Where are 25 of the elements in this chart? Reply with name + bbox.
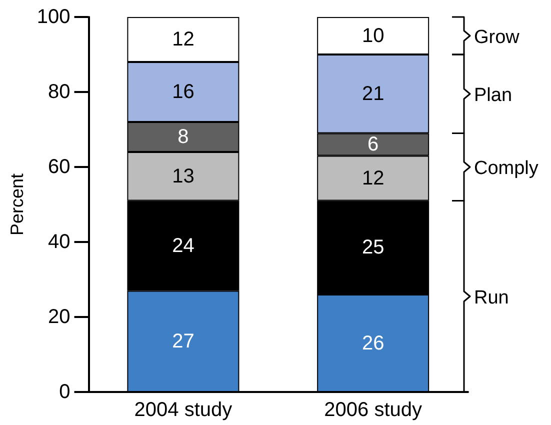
data-label: 26 — [362, 332, 384, 354]
text: Grow — [474, 26, 520, 48]
text: Plan — [474, 84, 512, 106]
y-tick-label: 40 — [48, 231, 70, 253]
data-label: 10 — [362, 24, 384, 47]
data-label: 21 — [362, 82, 384, 105]
x-tick-label: 2006 study — [324, 399, 422, 421]
text: Comply — [474, 158, 539, 179]
y-tick-label: 80 — [48, 81, 70, 103]
text: Run — [474, 287, 509, 308]
data-label: 24 — [172, 234, 194, 257]
data-label: 27 — [172, 330, 194, 352]
data-label: 13 — [172, 165, 194, 188]
data-label: 8 — [178, 126, 189, 148]
data-label: 12 — [172, 28, 194, 50]
y-tick-label: 20 — [48, 306, 70, 328]
y-tick-label: 0 — [59, 381, 70, 403]
data-label: 16 — [172, 81, 194, 103]
y-tick-label: 60 — [48, 156, 70, 178]
data-label: 25 — [362, 236, 384, 259]
data-label: 12 — [362, 167, 384, 190]
y-tick-label: 100 — [36, 6, 70, 28]
data-label: 6 — [368, 134, 379, 156]
y-axis-title: Percent — [7, 173, 27, 236]
x-tick-label: 2004 study — [134, 399, 232, 421]
